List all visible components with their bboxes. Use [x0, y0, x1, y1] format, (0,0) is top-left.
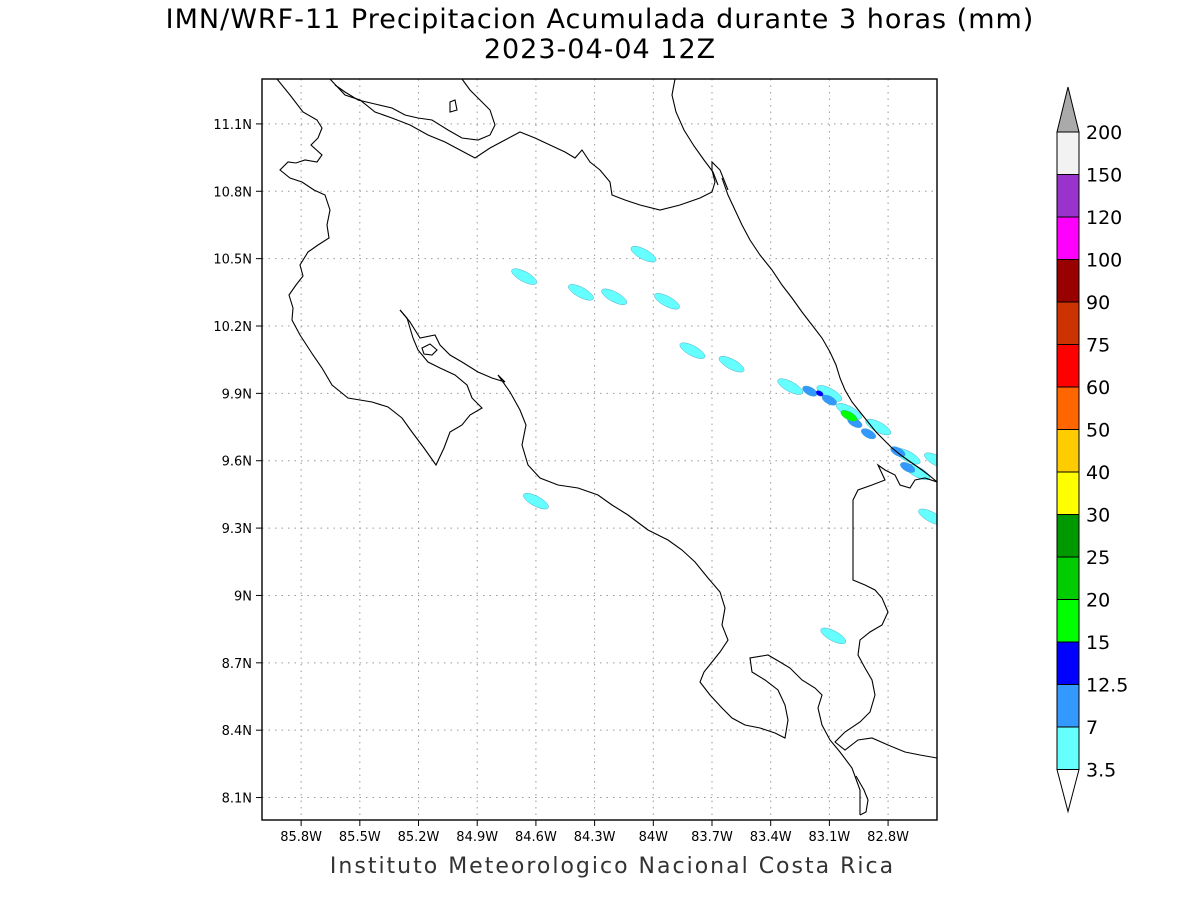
lon-tick-label: 84.6W — [515, 830, 557, 845]
colorbar-swatch — [1056, 344, 1080, 388]
colorbar-label: 3.5 — [1086, 760, 1116, 782]
precip-3p5mm-area — [523, 493, 549, 510]
colorbar-label: 15 — [1086, 632, 1110, 654]
colorbar-label: 25 — [1086, 547, 1110, 569]
precip-12p5mm-area — [815, 390, 824, 397]
colorbar-label: 20 — [1086, 590, 1110, 612]
colorbar-swatch — [1056, 259, 1080, 303]
lon-tick-label: 83.7W — [691, 830, 733, 845]
lon-tick-label: 84.9W — [456, 830, 498, 845]
lon-tick-label: 84W — [639, 830, 669, 845]
colorbar-label: 50 — [1086, 420, 1110, 442]
lon-tick-label: 84.3W — [574, 830, 616, 845]
colorbar-below-arrow — [1056, 769, 1080, 814]
lat-tick-label: 10.5N — [213, 253, 252, 268]
colorbar-label: 7 — [1086, 717, 1098, 739]
colorbar-swatch — [1056, 216, 1080, 260]
lat-tick-label: 8.1N — [222, 792, 252, 807]
colorbar-label: 60 — [1086, 377, 1110, 399]
precip-3p5mm-area — [601, 288, 627, 305]
colorbar-label: 120 — [1086, 207, 1122, 229]
nicaragua-lake — [334, 79, 496, 141]
lon-tick-label: 85.5W — [339, 830, 381, 845]
colorbar-label: 40 — [1086, 462, 1110, 484]
precip-7mm-area — [802, 385, 818, 397]
lat-tick-label: 10.8N — [213, 185, 252, 200]
north-islet — [449, 99, 458, 113]
panama-border — [834, 463, 937, 759]
colorbar-above-arrow — [1056, 86, 1080, 133]
coastline — [276, 79, 937, 816]
precip-3p5mm-area — [568, 284, 594, 301]
colorbar-swatch — [1056, 131, 1080, 175]
colorbar-swatch — [1056, 726, 1080, 770]
colorbar-label: 75 — [1086, 335, 1110, 357]
graticule — [256, 79, 937, 826]
caribbean-coast — [721, 177, 937, 483]
credit-line: Instituto Meteorologico Nacional Costa R… — [329, 854, 896, 879]
colorbar-swatch — [1056, 174, 1080, 218]
precip-3p5mm-area — [679, 342, 706, 359]
lon-tick-label: 85.2W — [398, 830, 440, 845]
nicoya-island — [421, 343, 438, 356]
colorbar-swatch — [1056, 301, 1080, 345]
precip-15mm-area — [840, 410, 858, 422]
colorbar-swatch — [1056, 471, 1080, 515]
map-title: IMN/WRF-11 Precipitacion Acumulada duran… — [165, 4, 1035, 35]
colorbar-swatch — [1056, 514, 1080, 558]
lat-tick-label: 10.2N — [213, 320, 252, 335]
colorbar-label: 150 — [1086, 165, 1122, 187]
precip-3p5mm-area — [718, 356, 745, 373]
precip-3p5mm-area — [918, 508, 937, 525]
lon-tick-label: 83.1W — [808, 830, 850, 845]
colorbar-swatch — [1056, 429, 1080, 473]
colorbar-swatch — [1056, 386, 1080, 430]
colorbar-label: 100 — [1086, 250, 1122, 272]
precip-7mm-area — [861, 428, 877, 440]
lat-tick-label: 9N — [234, 589, 252, 604]
lon-tick-label: 83.4W — [750, 830, 792, 845]
precip-3p5mm-area — [820, 627, 847, 644]
precip-3p5mm-area — [777, 378, 804, 395]
nicoya-gulf — [399, 309, 861, 815]
lat-tick-label: 9.9N — [222, 387, 252, 402]
colorbar-swatch — [1056, 599, 1080, 643]
lon-tick-label: 85.8W — [280, 830, 322, 845]
lat-tick-label: 9.6N — [222, 455, 252, 470]
colorbar-label: 90 — [1086, 292, 1110, 314]
longitude-labels: 85.8W 85.5W 85.2W 84.9W 84.6W 84.3W 84W 83.7W 83… — [280, 830, 909, 845]
lat-tick-label: 11.1N — [213, 118, 252, 133]
map-subtitle: 2023-04-04 12Z — [483, 34, 717, 65]
lat-tick-label: 9.3N — [222, 522, 252, 537]
lat-tick-label: 8.7N — [222, 657, 252, 672]
colorbar-swatch — [1056, 641, 1080, 685]
colorbar-label: 200 — [1086, 122, 1122, 144]
caribbean-coast-north — [671, 79, 719, 186]
precip-3p5mm-area — [511, 268, 537, 285]
precip-3p5mm-area — [924, 452, 937, 469]
colorbar-swatch — [1056, 684, 1080, 728]
colorbar-swatch — [1056, 556, 1080, 600]
latitude-labels: 8.1N 8.4N 8.7N 9N 9.3N 9.6N 9.9N 10.2N 10.5N 10.8… — [213, 118, 252, 807]
burica-peninsula — [855, 775, 869, 816]
north-border — [276, 79, 483, 467]
lat-tick-label: 8.4N — [222, 724, 252, 739]
map-frame — [261, 78, 938, 821]
colorbar-label: 30 — [1086, 505, 1110, 527]
rio-san-juan-border — [329, 79, 729, 211]
lon-tick-label: 82.8W — [867, 830, 909, 845]
precip-3p5mm-area — [654, 293, 680, 310]
precip-7mm-area — [900, 462, 916, 473]
colorbar: 200 150 120 100 90 75 60 50 40 30 25 20 15 12.5 7 3.5 — [1056, 86, 1128, 814]
precip-3p5mm-area — [630, 246, 657, 263]
precipitation-field — [511, 246, 937, 644]
colorbar-label: 12.5 — [1086, 675, 1128, 697]
